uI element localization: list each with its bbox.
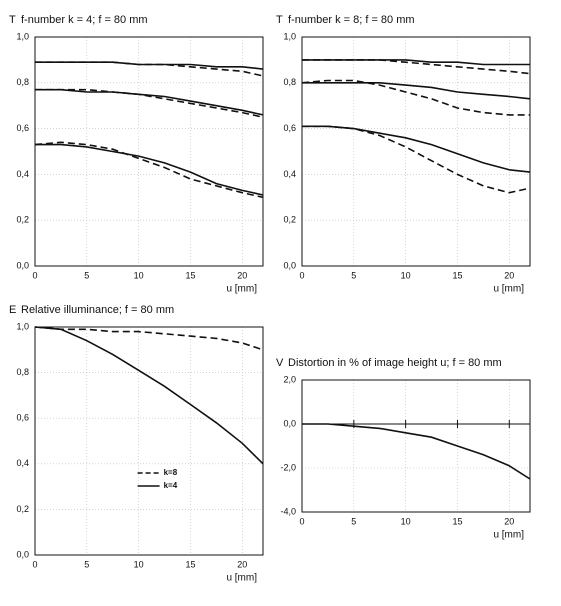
data-line xyxy=(301,79,530,116)
data-line xyxy=(302,59,531,75)
y-tick-label: 0,4 xyxy=(283,169,296,179)
x-tick-label: 5 xyxy=(351,270,356,280)
x-tick-label: 10 xyxy=(134,559,144,569)
y-tick-label: 1,0 xyxy=(283,31,296,41)
x-tick-label: 0 xyxy=(299,270,304,280)
x-tick-label: 15 xyxy=(185,270,195,280)
y-tick-label: 0,0 xyxy=(283,418,296,428)
data-line xyxy=(34,326,264,351)
data-line xyxy=(35,88,264,116)
plot-frame xyxy=(301,36,531,267)
x-tick-label: 0 xyxy=(32,270,37,280)
y-tick-label: 0,6 xyxy=(283,123,296,133)
plot-frame xyxy=(34,326,264,556)
y-tick-label: 0,2 xyxy=(283,215,296,225)
y-axis-label: T xyxy=(276,14,283,26)
y-tick-label: 0,0 xyxy=(283,260,296,270)
chart-title: Relative illuminance; f = 80 mm xyxy=(21,304,174,316)
x-tick-label: 20 xyxy=(237,270,247,280)
y-axis-label: V xyxy=(276,357,284,369)
x-axis-label: u [mm] xyxy=(226,284,257,295)
data-line xyxy=(35,61,264,77)
x-axis-label: u [mm] xyxy=(493,530,524,541)
x-tick-label: 5 xyxy=(351,516,356,526)
chart-title: Distortion in % of image height u; f = 8… xyxy=(288,357,502,369)
legend-label: k=8 xyxy=(164,468,178,477)
x-tick-label: 15 xyxy=(452,270,462,280)
y-tick-label: -4,0 xyxy=(280,506,296,516)
x-tick-label: 0 xyxy=(299,516,304,526)
x-tick-label: 15 xyxy=(185,559,195,569)
y-axis-label: E xyxy=(9,304,16,316)
x-tick-label: 15 xyxy=(452,516,462,526)
y-tick-label: 0,8 xyxy=(283,77,296,87)
x-axis-label: u [mm] xyxy=(493,284,524,295)
chart-title: f-number k = 4; f = 80 mm xyxy=(21,14,148,26)
data-line xyxy=(302,82,531,100)
x-tick-label: 10 xyxy=(134,270,144,280)
plot-frame xyxy=(301,379,531,513)
legend-label: k=4 xyxy=(164,481,178,490)
x-tick-label: 5 xyxy=(84,270,89,280)
y-tick-label: 0,6 xyxy=(16,413,29,423)
y-tick-label: 0,2 xyxy=(16,504,29,514)
x-tick-label: 20 xyxy=(504,270,514,280)
y-tick-label: 0,8 xyxy=(16,77,29,87)
y-tick-label: 0,6 xyxy=(16,123,29,133)
y-tick-label: 0,4 xyxy=(16,458,29,468)
y-tick-label: 0,0 xyxy=(16,549,29,559)
x-tick-label: 20 xyxy=(237,559,247,569)
chart-title: f-number k = 8; f = 80 mm xyxy=(288,14,415,26)
y-tick-label: 1,0 xyxy=(16,31,29,41)
x-tick-label: 20 xyxy=(504,516,514,526)
y-tick-label: -2,0 xyxy=(280,462,296,472)
data-line xyxy=(302,423,531,480)
x-tick-label: 0 xyxy=(32,559,37,569)
data-line xyxy=(34,141,264,199)
y-tick-label: 0,8 xyxy=(16,367,29,377)
y-tick-label: 2,0 xyxy=(283,374,296,384)
data-line xyxy=(302,125,531,173)
data-line xyxy=(34,326,264,465)
y-tick-label: 0,0 xyxy=(16,260,29,270)
y-tick-label: 0,4 xyxy=(16,169,29,179)
x-tick-label: 10 xyxy=(401,270,411,280)
y-tick-label: 1,0 xyxy=(16,321,29,331)
plot-frame xyxy=(34,36,264,267)
data-line xyxy=(35,61,264,70)
y-tick-label: 0,2 xyxy=(16,215,29,225)
y-axis-label: T xyxy=(9,14,16,26)
data-line xyxy=(35,143,264,196)
data-line xyxy=(35,88,264,118)
data-line xyxy=(302,125,531,194)
x-axis-label: u [mm] xyxy=(226,573,257,584)
x-tick-label: 10 xyxy=(401,516,411,526)
x-tick-label: 5 xyxy=(84,559,89,569)
